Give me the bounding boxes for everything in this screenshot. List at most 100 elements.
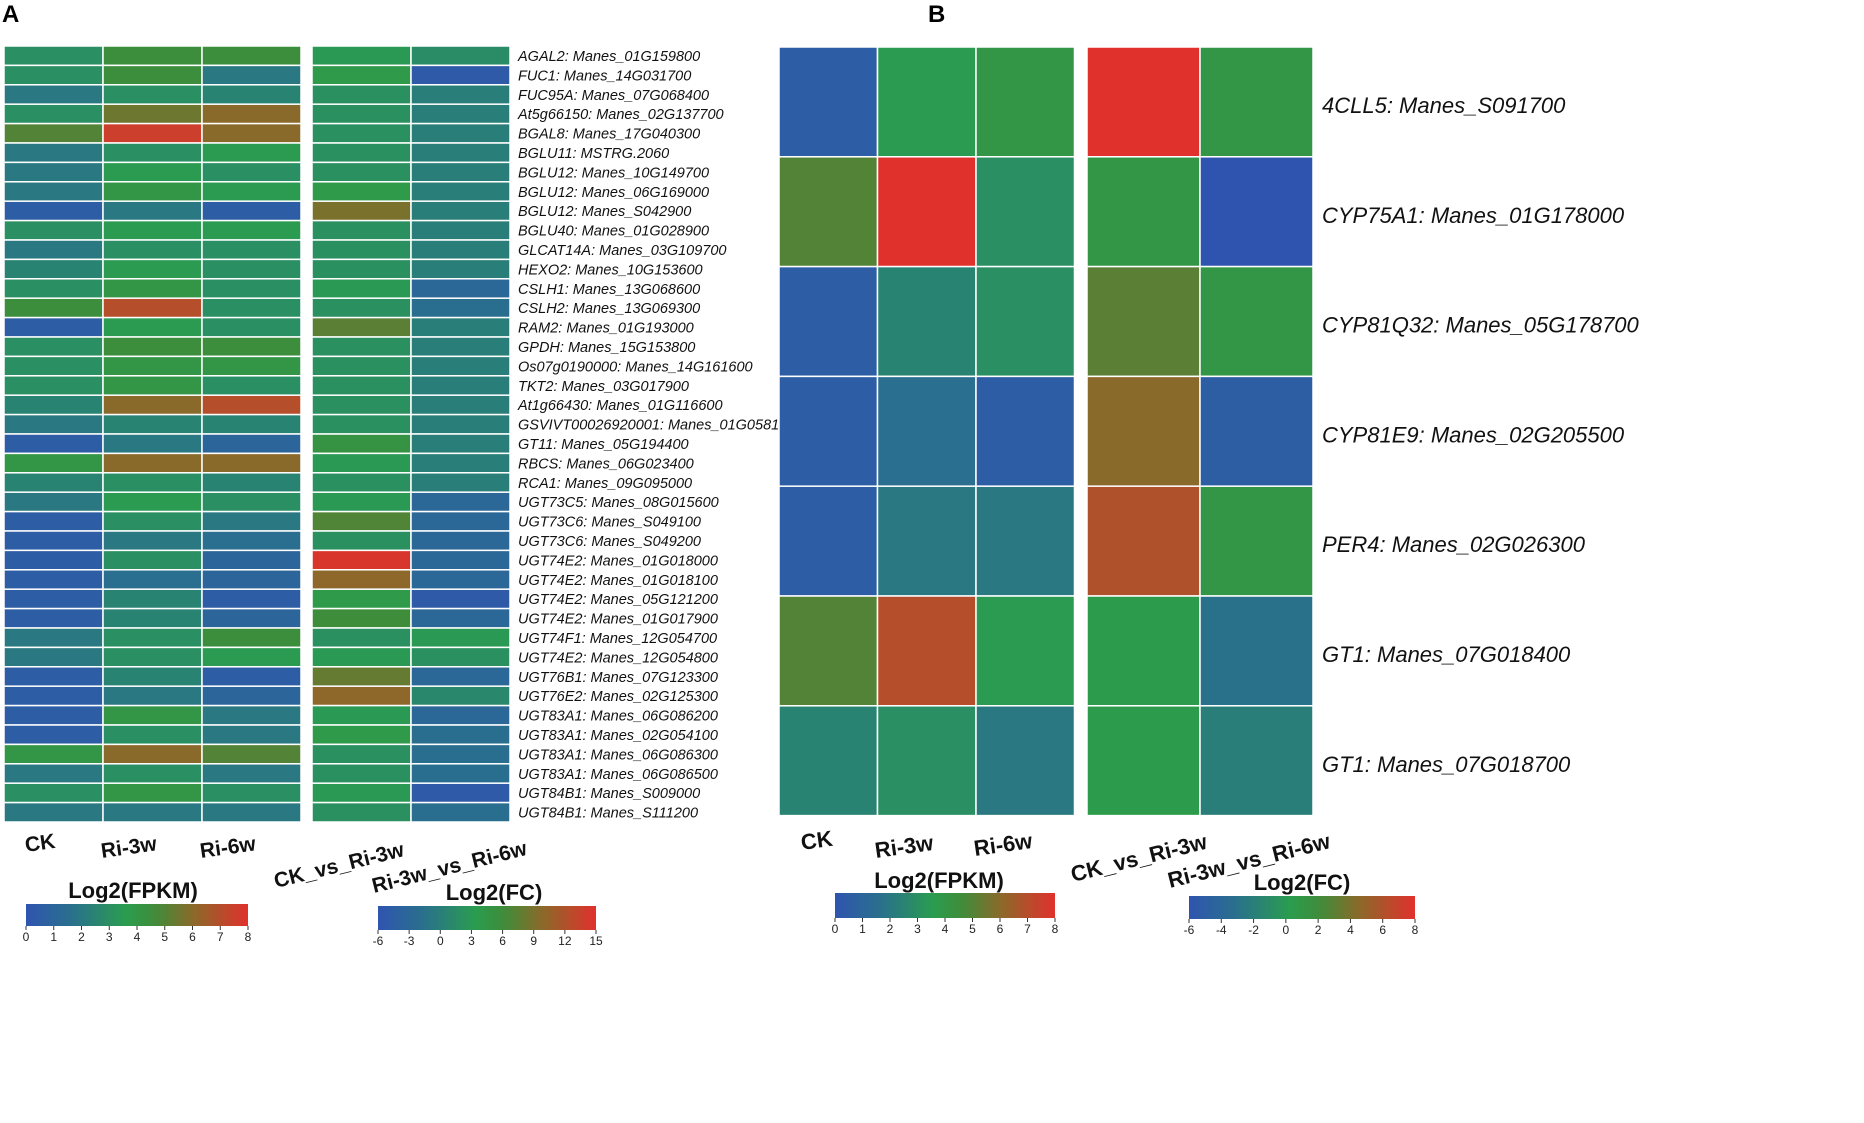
- a-fc-cell-r33-c0: [311, 685, 412, 707]
- a-fpkm-cell-r12-c0: [3, 278, 104, 299]
- gene-label: Os07g0190000: Manes_14G161600: [518, 359, 753, 375]
- a-fc-cell-r17-c0: [311, 375, 412, 396]
- a-legend-fc-tick-label: 12: [558, 934, 572, 948]
- a-legend-fc-colorbar: [378, 906, 596, 930]
- b-fpkm-cell-r6-c1: [876, 705, 977, 817]
- a-fpkm-cell-r34-c2: [201, 704, 302, 726]
- a-fpkm-cell-r21-c1: [102, 452, 203, 474]
- b-fpkm-cell-r1-c1: [876, 156, 977, 268]
- a-fpkm-cell-r5-c0: [3, 142, 104, 164]
- a-fpkm-cell-r20-c2: [201, 433, 302, 455]
- a-fpkm-cell-r25-c0: [3, 530, 104, 552]
- a-fpkm-cell-r32-c2: [201, 666, 302, 687]
- a-fc-cell-r10-c0: [311, 239, 412, 261]
- gene-label: UGT83A1: Manes_06G086200: [518, 709, 718, 725]
- a-legend-fc-tick-label: 3: [468, 934, 475, 948]
- a-fpkm-cell-r8-c2: [201, 200, 302, 222]
- a-fpkm-cell-r35-c1: [102, 724, 203, 746]
- b-fpkm-cell-r3-c0: [778, 375, 879, 487]
- a-fc-cell-r28-c0: [311, 588, 412, 610]
- a-fc-cell-r11-c0: [311, 258, 412, 280]
- a-fpkm-cell-r8-c0: [3, 200, 104, 222]
- gene-label: AGAL2: Manes_01G159800: [517, 49, 700, 65]
- b-legend-fc-tick-label: 2: [1315, 923, 1322, 937]
- b-legend-fc-tick-label: -2: [1248, 923, 1259, 937]
- a-fpkm-cell-r11-c2: [201, 258, 302, 280]
- a-fpkm-cell-r15-c2: [201, 336, 302, 358]
- b-fpkm-cell-r2-c2: [975, 265, 1076, 378]
- gene-label: PER4: Manes_02G026300: [1322, 532, 1586, 557]
- b-fpkm-cell-r5-c0: [778, 595, 879, 707]
- column-label: Ri-3w: [99, 832, 158, 863]
- a-fpkm-cell-r24-c2: [201, 510, 302, 532]
- a-fc-cell-r21-c0: [311, 452, 412, 474]
- b-fc-cell-r4-c1: [1199, 485, 1314, 597]
- a-fpkm-cell-r0-c2: [201, 45, 302, 67]
- a-fc-cell-r6-c1: [410, 161, 511, 183]
- a-fpkm-cell-r1-c1: [102, 64, 203, 86]
- b-legend-fc-colorbar: [1189, 896, 1415, 919]
- b-fpkm-cell-r1-c0: [778, 156, 879, 268]
- a-fpkm-cell-r38-c0: [3, 782, 104, 804]
- column-label: Ri-6w: [972, 828, 1034, 861]
- gene-label: CSLH2: Manes_13G069300: [518, 301, 700, 317]
- b-legend-fpkm-tick-label: 4: [942, 922, 949, 936]
- a-fpkm-cell-r8-c1: [102, 200, 203, 222]
- a-fpkm-cell-r3-c1: [102, 103, 203, 125]
- a-fc-cell-r8-c1: [410, 200, 511, 222]
- a-fpkm-cell-r7-c2: [201, 181, 302, 202]
- gene-label: BGLU11: MSTRG.2060: [518, 146, 669, 162]
- gene-label: RBCS: Manes_06G023400: [518, 456, 694, 472]
- a-fpkm-cell-r29-c0: [3, 607, 104, 629]
- a-fpkm-cell-r35-c2: [201, 724, 302, 746]
- a-fpkm-cell-r29-c1: [102, 607, 203, 629]
- a-legend-fpkm-tick-label: 8: [245, 930, 252, 944]
- b-fpkm-cell-r4-c1: [876, 485, 977, 597]
- b-legend-fc-tick-label: -4: [1216, 923, 1227, 937]
- a-legend-fpkm-tick-label: 4: [134, 930, 141, 944]
- gene-label: GT1: Manes_07G018400: [1322, 642, 1571, 667]
- a-fc-cell-r31-c0: [311, 646, 412, 668]
- panel-a-gene-labels: AGAL2: Manes_01G159800 FUC1: Manes_14G031…: [517, 49, 795, 822]
- gene-label: BGLU12: Manes_S042900: [518, 204, 691, 220]
- gene-label: GSVIVT00026920001: Manes_01G058100: [518, 418, 795, 434]
- a-fpkm-cell-r22-c2: [201, 472, 302, 493]
- a-fpkm-cell-r36-c0: [3, 743, 104, 765]
- b-fc-cell-r0-c0: [1086, 46, 1201, 158]
- a-fc-cell-r25-c0: [311, 530, 412, 552]
- a-fpkm-cell-r9-c1: [102, 219, 203, 241]
- a-fpkm-cell-r31-c1: [102, 646, 203, 668]
- b-legend-fpkm-tick-label: 0: [832, 922, 839, 936]
- b-legend-fpkm-tick-label: 8: [1052, 922, 1059, 936]
- a-fpkm-cell-r29-c2: [201, 607, 302, 629]
- a-fpkm-cell-r5-c1: [102, 142, 203, 164]
- a-fpkm-cell-r5-c2: [201, 142, 302, 164]
- panel-b-gene-labels: 4CLL5: Manes_S091700 CYP75A1: Manes_01G17…: [1322, 93, 1640, 777]
- a-fc-cell-r22-c0: [311, 472, 412, 493]
- a-fpkm-cell-r19-c1: [102, 413, 203, 435]
- a-fpkm-cell-r28-c1: [102, 588, 203, 610]
- a-fpkm-cell-r18-c0: [3, 394, 104, 416]
- a-fpkm-cell-r21-c0: [3, 452, 104, 474]
- b-legend-fpkm-tick-label: 5: [969, 922, 976, 936]
- a-fpkm-cell-r20-c1: [102, 433, 203, 455]
- b-legend-fc-title: Log2(FC): [1254, 870, 1351, 895]
- b-legend-fc-tick-label: 0: [1283, 923, 1290, 937]
- a-fpkm-cell-r24-c0: [3, 510, 104, 532]
- a-fpkm-cell-r6-c2: [201, 161, 302, 183]
- a-fpkm-cell-r31-c2: [201, 646, 302, 668]
- panel-a-fpkm-heatmap: [3, 45, 302, 823]
- a-fpkm-cell-r1-c0: [3, 64, 104, 86]
- a-fpkm-cell-r34-c1: [102, 704, 203, 726]
- a-fpkm-cell-r25-c2: [201, 530, 302, 552]
- a-fc-cell-r13-c1: [410, 297, 511, 319]
- b-fc-cell-r2-c1: [1199, 265, 1314, 378]
- a-fpkm-cell-r19-c0: [3, 413, 104, 435]
- gene-label: UGT83A1: Manes_02G054100: [518, 728, 718, 744]
- a-fc-cell-r15-c0: [311, 336, 412, 358]
- a-fc-cell-r26-c0: [311, 549, 412, 571]
- a-fc-cell-r1-c1: [410, 64, 511, 86]
- panel-b-fpkm-heatmap: [778, 46, 1076, 817]
- a-fc-cell-r10-c1: [410, 239, 511, 261]
- gene-label: CYP75A1: Manes_01G178000: [1322, 203, 1625, 228]
